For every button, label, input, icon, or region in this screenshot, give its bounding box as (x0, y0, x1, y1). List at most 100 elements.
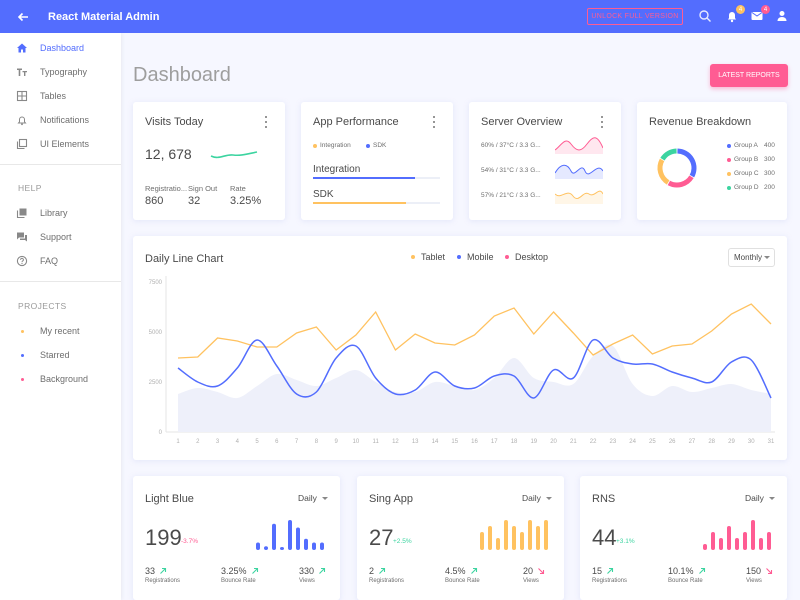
visits-today-card: Visits Today 12, 678 Registratio... 860 … (133, 102, 285, 220)
more-vert-icon[interactable] (263, 116, 269, 128)
server-sparkline-2 (555, 164, 603, 179)
visits-stat-value: 32 (188, 195, 201, 207)
sidebar-item-library[interactable]: Library (0, 202, 121, 224)
legend-desktop: Desktop (505, 252, 548, 262)
sidebar-section-help: HELP (18, 183, 42, 193)
revenue-breakdown-card: Revenue Breakdown Group A 400 Group B 300 Gr… (637, 102, 787, 220)
project-dot (21, 377, 24, 381)
x-tick-label: 14 (432, 439, 439, 445)
x-tick-label: 31 (768, 439, 775, 445)
series-mobile-line (177, 338, 772, 399)
mini-stat-value: 330 (299, 566, 326, 576)
mini-bar (544, 520, 548, 550)
mini-bar (520, 532, 524, 550)
card-title: Visits Today (145, 116, 204, 128)
arrow-drop-down-icon (764, 256, 770, 259)
mini-stat-card: Light Blue Daily 199 -3.7% 33 Registratio… (133, 476, 340, 600)
revenue-legend-item: Group A 400 (727, 142, 775, 149)
x-tick-label: 17 (491, 439, 498, 445)
x-tick-label: 29 (728, 439, 735, 445)
sidebar-item-typography[interactable]: Typography (0, 61, 121, 83)
forum-icon (17, 232, 27, 242)
more-vert-icon[interactable] (599, 116, 605, 128)
visits-stat-value: 860 (145, 195, 164, 207)
x-tick-label: 1 (176, 439, 180, 445)
trending-down-icon (766, 568, 773, 575)
unlock-full-version-button[interactable]: UNLOCK FULL VERSION (587, 8, 683, 25)
trending-up-icon (470, 567, 477, 574)
more-vert-icon[interactable] (431, 116, 437, 128)
mail-icon[interactable]: 4 (750, 5, 770, 23)
mini-bar (512, 526, 516, 550)
page-title: Dashboard (133, 64, 231, 86)
mini-stat-value: 20 (523, 566, 545, 576)
sidebar-item-label: Background (40, 374, 89, 384)
search-icon[interactable] (698, 9, 712, 23)
card-title: Light Blue (145, 493, 194, 505)
mini-value: 44 (592, 525, 617, 550)
mini-bar (767, 532, 771, 550)
y-tick-label: 5000 (149, 330, 163, 336)
server-sparkline-3 (555, 190, 603, 204)
trending-up-icon (160, 567, 167, 574)
arrow-drop-down-icon (768, 496, 775, 500)
sidebar-item-starred[interactable]: Starred (0, 344, 121, 366)
sidebar-item-support[interactable]: Support (0, 226, 121, 248)
account-icon[interactable] (775, 9, 789, 23)
x-tick-label: 21 (570, 439, 577, 445)
sidebar-item-my-recent[interactable]: My recent (0, 320, 121, 342)
sidebar-item-label: Support (40, 232, 72, 242)
sidebar-item-notifications[interactable]: Notifications (0, 109, 121, 131)
latest-reports-button[interactable]: LATEST REPORTS (710, 64, 788, 87)
x-tick-label: 20 (550, 439, 557, 445)
arrow-back-icon[interactable] (14, 8, 32, 26)
notifications-bell-icon[interactable]: 4 (725, 5, 745, 23)
filter-none-icon (16, 138, 28, 150)
project-dot (21, 329, 24, 333)
x-tick-label: 4 (236, 439, 240, 445)
sidebar-item-dashboard[interactable]: Dashboard (0, 37, 121, 59)
mini-change: +3.1% (616, 538, 635, 545)
mini-bar (536, 526, 540, 550)
sidebar-item-ui-elements[interactable]: UI Elements (0, 133, 121, 155)
server-overview-card: Server Overview 60% / 37°C / 3.3 G... 54… (469, 102, 621, 220)
sidebar-item-label: Tables (40, 91, 67, 101)
mini-value: 27 (369, 525, 394, 550)
sidebar-section-projects: PROJECTS (18, 301, 67, 311)
mini-stat-value: 150 (746, 566, 773, 576)
visits-stat-label: Rate (230, 184, 246, 193)
visits-stat-label: Registratio... (145, 184, 188, 193)
mini-stat-label: Views (746, 578, 762, 584)
x-tick-label: 12 (392, 439, 399, 445)
legend-item: Integration (313, 142, 351, 149)
sidebar-item-label: UI Elements (40, 139, 90, 149)
x-tick-label: 18 (511, 439, 518, 445)
period-select[interactable]: Daily (298, 493, 328, 503)
sidebar-item-tables[interactable]: Tables (0, 85, 121, 107)
legend-item: SDK (366, 142, 386, 149)
x-tick-label: 15 (451, 439, 458, 445)
mini-bar (743, 532, 747, 550)
sidebar-divider (0, 281, 121, 282)
period-select[interactable]: Daily (745, 493, 775, 503)
sidebar: Dashboard Typography Tables Notification… (0, 33, 121, 600)
card-title: Sing App (369, 493, 414, 505)
sidebar-item-background[interactable]: Background (0, 368, 121, 390)
app-title: React Material Admin (48, 10, 160, 23)
trending-up-icon (698, 567, 705, 574)
server-row-label: 54% / 31°C / 3.3 G... (481, 167, 541, 174)
mini-change: +2.5% (393, 538, 412, 545)
period-select[interactable]: Monthly (728, 248, 775, 267)
mini-bar (312, 542, 316, 550)
progress-label: SDK (313, 189, 334, 200)
mini-value: 199 (145, 525, 182, 550)
mini-bar (288, 520, 292, 550)
revenue-donut-chart (657, 148, 697, 188)
mini-bar (304, 538, 308, 550)
sidebar-item-faq[interactable]: FAQ (0, 250, 121, 272)
x-tick-label: 6 (275, 439, 279, 445)
card-title: RNS (592, 493, 616, 505)
period-select[interactable]: Daily (522, 493, 552, 503)
y-tick-label: 2500 (149, 380, 163, 386)
